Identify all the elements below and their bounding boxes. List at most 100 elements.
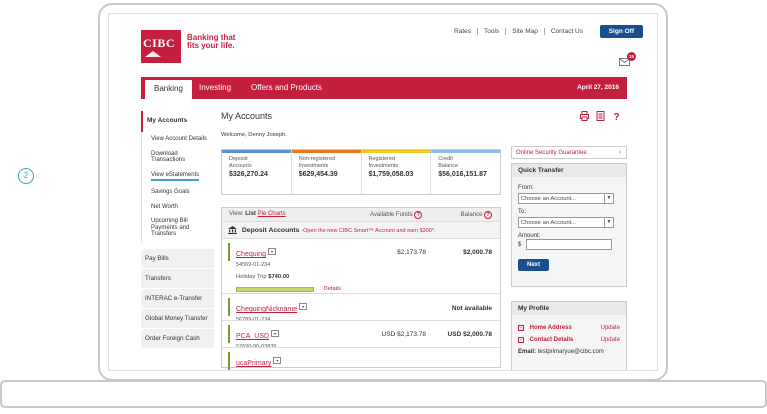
summary-label: Deposit Accounts <box>229 156 252 169</box>
sidebar-subitem-label: View eStatements <box>151 172 200 181</box>
page-tools: ? <box>580 111 621 121</box>
laptop-base <box>0 380 767 408</box>
sidebar-item-interac-e-transfer[interactable]: INTERAC e-Transfer <box>141 287 214 308</box>
summary-value: $629,454.39 <box>298 171 338 178</box>
account-name-link[interactable]: Chequing <box>236 251 266 258</box>
summary-value: $326,270.24 <box>229 171 268 178</box>
summary-value: $1,759,058.03 <box>368 171 414 178</box>
collapse-icon[interactable]: − <box>518 325 524 331</box>
summary-color-bar <box>291 150 361 153</box>
help-question-icon[interactable]: ? <box>612 111 621 121</box>
my-profile-panel: My Profile − Home Address Update − Conta… <box>511 301 627 370</box>
site-map-link[interactable]: Site Map <box>506 28 545 35</box>
logo-text: CIBC <box>143 36 176 50</box>
sign-off-button[interactable]: Sign Off <box>599 25 643 38</box>
account-name-link[interactable]: ucaPrimary <box>236 360 272 367</box>
view-list-toggle[interactable]: List <box>245 211 256 217</box>
summary-non-registered-investments[interactable]: Non-registered Investments $629,454.39 <box>291 150 362 194</box>
logo-mark-icon <box>145 51 161 57</box>
view-label: View: <box>229 211 244 217</box>
collapse-icon[interactable]: − <box>518 337 524 343</box>
account-name-link[interactable]: ChequingNickname <box>236 306 298 313</box>
from-account-select[interactable]: Choose an Account... ▼ <box>518 193 614 204</box>
goal-details-link[interactable]: Details <box>323 285 342 292</box>
document-icon[interactable] <box>596 111 605 121</box>
home-address-label[interactable]: Home Address <box>529 325 572 331</box>
sidebar-submenu: View Account Details Download Transactio… <box>141 132 214 242</box>
from-select-value: Choose an Account... <box>521 196 577 202</box>
profile-row-home-address: − Home Address Update <box>518 322 620 334</box>
main-content: My Accounts Welcome, Denny Joseph. Depos… <box>221 111 501 370</box>
sidebar-subitem-view-account-details[interactable]: View Account Details <box>151 136 207 142</box>
tools-link[interactable]: Tools <box>478 28 507 35</box>
sidebar-subitem-upcoming-bill-payments[interactable]: Upcoming Bill Payments and Transfers <box>151 218 190 237</box>
view-pie-charts-link[interactable]: Pie Charts <box>257 211 286 217</box>
account-menu-dropdown[interactable]: ▾ <box>273 357 282 365</box>
to-account-select[interactable]: Choose an Account... ▼ <box>518 217 614 228</box>
online-security-guarantee-link[interactable]: Online Security Guarantee › <box>511 146 627 159</box>
email-value: testprimaryue@cibc.com <box>537 349 604 355</box>
tab-offers-and-products[interactable]: Offers and Products <box>251 83 322 92</box>
available-funds-header: Available Funds ? <box>370 211 423 219</box>
tab-banking[interactable]: Banking <box>144 79 193 99</box>
account-row-chequing-nickname: ChequingNickname ▾ 56789-01-234 Not avail… <box>222 293 500 323</box>
summary-deposit-accounts[interactable]: Deposit Accounts $326,270.24 <box>222 150 292 194</box>
summary-credit-balance[interactable]: Credit Balance $56,016,151.87 <box>431 150 500 194</box>
account-number: 54569-01-234 <box>236 262 271 268</box>
summary-registered-investments[interactable]: Registered Investments $1,759,058.03 <box>361 150 432 194</box>
next-button[interactable]: Next <box>518 259 550 271</box>
sidebar-subitem-download-transactions[interactable]: Download Transactions <box>151 150 186 164</box>
goal-progress-fill <box>237 288 313 292</box>
to-select-value: Choose an Account... <box>521 220 577 226</box>
summary-color-bar <box>361 150 431 153</box>
sidebar-item-order-foreign-cash[interactable]: Order Foreign Cash <box>141 327 214 348</box>
account-row-pca-usd: PCA_USD ▾ 57690-90-03839 USD $2,173.78 US… <box>222 320 500 350</box>
account-menu-dropdown[interactable]: ▾ <box>267 248 276 256</box>
print-icon[interactable] <box>580 111 589 121</box>
account-balance: Not available <box>451 305 492 312</box>
balance-label: Balance <box>460 212 483 218</box>
account-menu-dropdown[interactable]: ▾ <box>299 303 308 311</box>
account-available-funds: USD $2,173.78 <box>381 331 426 338</box>
utility-nav: Rates Tools Site Map Contact Us <box>448 28 589 35</box>
sidebar-item-transfers[interactable]: Transfers <box>141 267 214 288</box>
sidebar-subitem-net-worth[interactable]: Net Worth <box>151 203 178 210</box>
goal-label: Holiday Trip <box>236 274 267 280</box>
currency-symbol: $ <box>518 242 522 249</box>
sidebar-subitem-view-estatements[interactable]: View eStatements <box>151 168 214 186</box>
contact-details-label[interactable]: Contact Details <box>529 337 574 343</box>
amount-input[interactable] <box>526 239 613 250</box>
sidebar-item-pay-bills[interactable]: Pay Bills <box>141 247 214 268</box>
chevron-right-icon: › <box>618 149 621 156</box>
account-color-bar <box>228 352 230 370</box>
rates-link[interactable]: Rates <box>448 28 478 35</box>
account-row-uca-primary: ucaPrimary ▾ <box>222 347 500 370</box>
sidebar-item-global-money-transfer[interactable]: Global Money Transfer <box>141 307 214 328</box>
deposit-promo-link[interactable]: -Open the new CIBC Smart™ Account and ea… <box>301 227 436 234</box>
account-color-bar <box>228 298 230 316</box>
tab-investing[interactable]: Investing <box>199 83 232 92</box>
balance-header: Balance ? <box>461 211 492 219</box>
sidebar-subitem-savings-goals[interactable]: Savings Goals <box>151 189 190 195</box>
to-label: To: <box>518 209 527 215</box>
update-home-address-link[interactable]: Update <box>600 325 620 331</box>
available-funds-label: Available Funds <box>370 212 413 218</box>
contact-us-link[interactable]: Contact Us <box>550 28 583 35</box>
email-label: Email: <box>518 349 537 355</box>
help-icon[interactable]: ? <box>484 211 492 219</box>
account-menu-dropdown[interactable]: ▾ <box>271 330 280 338</box>
deposit-accounts-title: Deposit Accounts <box>241 226 300 234</box>
svg-text:?: ? <box>613 112 619 121</box>
page-title: My Accounts <box>221 111 273 121</box>
summary-color-bar <box>222 150 291 153</box>
cibc-logo[interactable]: CIBC <box>141 30 181 63</box>
quick-transfer-panel: Quick Transfer From: Choose an Account..… <box>511 163 627 287</box>
account-name-link[interactable]: PCA_USD <box>236 333 270 340</box>
quick-transfer-body: From: Choose an Account... ▼ To: Choose … <box>512 177 626 274</box>
help-icon[interactable]: ? <box>414 211 423 219</box>
goal-progress-bar <box>236 287 314 293</box>
summary-label: Non-registered Investments <box>298 156 336 169</box>
update-contact-details-link[interactable]: Update <box>600 337 620 343</box>
accounts-view-bar: View: List Pie Charts Available Funds ? … <box>222 208 500 221</box>
sidebar-item-my-accounts[interactable]: My Accounts <box>141 111 214 132</box>
